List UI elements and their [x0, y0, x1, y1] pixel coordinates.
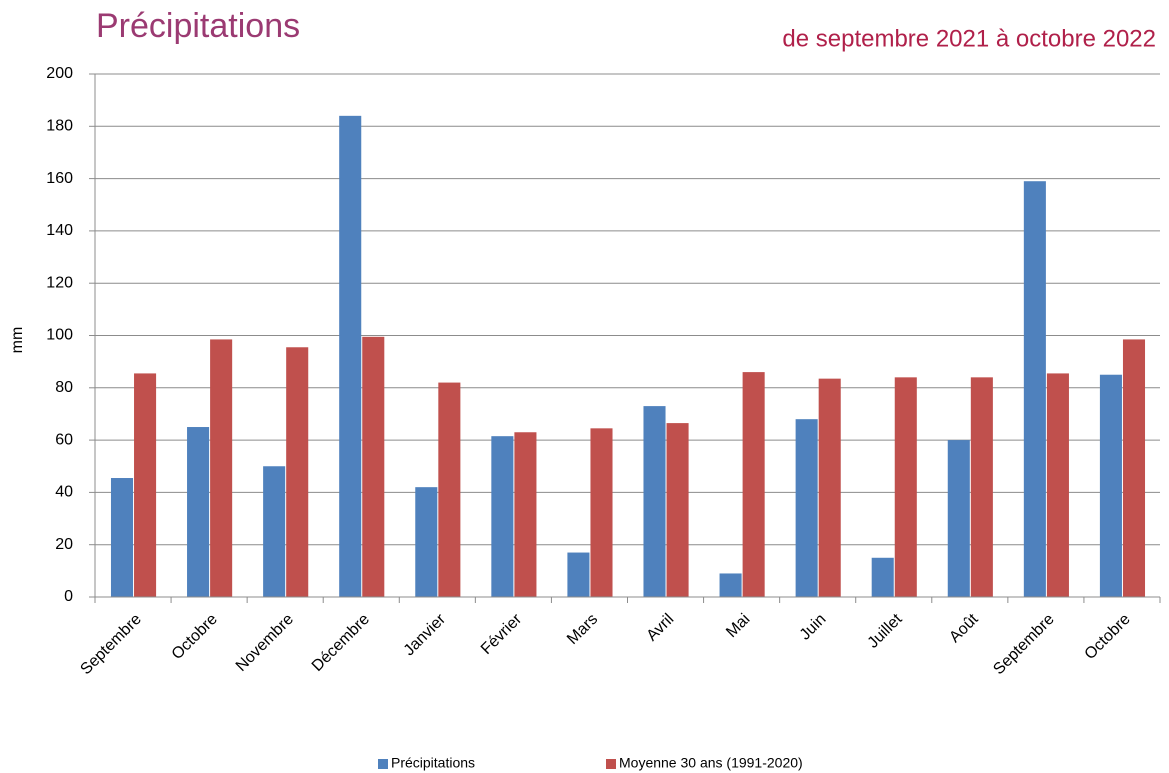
- bar: [947, 440, 970, 597]
- y-tick-label: 0: [64, 588, 73, 605]
- bar: [1122, 339, 1146, 597]
- y-tick-label: 100: [46, 327, 73, 344]
- x-tick-label: Juin: [797, 611, 830, 644]
- y-tick-label: 180: [46, 118, 73, 135]
- bar: [134, 373, 157, 597]
- bar: [1046, 373, 1069, 597]
- x-tick-label: Décembre: [309, 611, 373, 675]
- legend-label: Moyenne 30 ans (1991-2020): [619, 755, 803, 771]
- bar: [742, 372, 765, 597]
- bar: [666, 423, 689, 597]
- chart-subtitle: de septembre 2021 à octobre 2022: [782, 25, 1156, 52]
- legend-swatch: [378, 759, 388, 769]
- x-tick-label: Mars: [564, 611, 601, 648]
- x-tick-label: Novembre: [233, 611, 297, 675]
- y-tick-label: 80: [55, 379, 73, 396]
- y-tick-label: 160: [46, 170, 73, 187]
- y-tick-label: 200: [46, 65, 73, 82]
- bar: [362, 336, 385, 597]
- bar: [491, 436, 514, 597]
- bar: [514, 432, 537, 597]
- y-tick-label: 60: [55, 431, 73, 448]
- bar: [339, 115, 362, 597]
- x-tick-label: Octobre: [1082, 611, 1134, 663]
- bar: [894, 377, 917, 597]
- x-tick-label: Septembre: [990, 611, 1057, 678]
- legend-label: Précipitations: [391, 755, 475, 771]
- x-tick-label: Septembre: [77, 611, 144, 678]
- bar: [286, 347, 309, 597]
- bar: [590, 428, 613, 597]
- bar: [795, 419, 818, 597]
- bar: [871, 557, 894, 597]
- bar: [187, 427, 210, 597]
- bar: [110, 478, 134, 597]
- y-tick-label: 140: [46, 222, 73, 239]
- y-tick-label: 40: [55, 484, 73, 501]
- bar: [1099, 374, 1122, 597]
- bar: [210, 339, 233, 597]
- x-tick-label: Janvier: [401, 610, 450, 659]
- bar: [970, 377, 993, 597]
- x-tick-label: Août: [946, 610, 982, 646]
- y-tick-label: 120: [46, 274, 73, 291]
- bar: [438, 382, 461, 597]
- y-axis-label: mm: [9, 327, 26, 354]
- bar: [818, 378, 841, 597]
- bar: [263, 466, 286, 597]
- bar: [567, 552, 590, 597]
- y-tick-label: 20: [55, 536, 73, 553]
- x-tick-label: Février: [478, 610, 526, 658]
- bar: [415, 487, 438, 597]
- bar: [719, 573, 742, 597]
- chart-title: Précipitations: [96, 7, 300, 45]
- legend-swatch: [606, 759, 616, 769]
- bar: [643, 406, 666, 597]
- x-tick-label: Mai: [723, 611, 753, 641]
- bar: [1023, 181, 1046, 597]
- x-tick-label: Avril: [644, 611, 678, 645]
- x-tick-label: Juillet: [865, 610, 906, 651]
- x-tick-label: Octobre: [169, 611, 221, 663]
